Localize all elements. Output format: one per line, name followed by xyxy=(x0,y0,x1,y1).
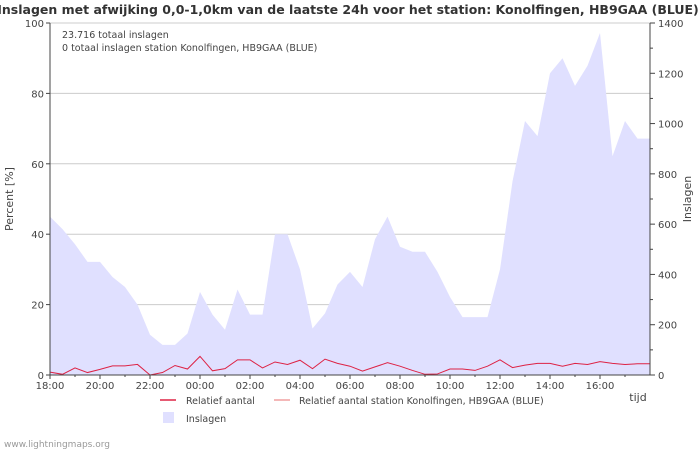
tick-label-x: 08:00 xyxy=(386,381,415,392)
tick-label-left: 40 xyxy=(31,230,44,241)
series-inslagen-area xyxy=(50,33,650,376)
tick-label-right: 1400 xyxy=(658,19,683,30)
tick-label-x: 06:00 xyxy=(336,381,365,392)
left-axis-ticks: 0 20 40 60 80 100 xyxy=(25,19,50,382)
tick-label-right: 400 xyxy=(658,270,677,281)
tick-label-x: 02:00 xyxy=(236,381,265,392)
legend-label-inslagen: Inslagen xyxy=(186,414,226,425)
tick-label-x: 04:00 xyxy=(286,381,315,392)
tick-label-left: 0 xyxy=(38,371,44,382)
right-axis-ticks: 0 200 400 600 800 1000 1200 1400 xyxy=(650,19,683,382)
tick-label-left: 100 xyxy=(25,19,44,30)
x-axis-ticks: 18:00 20:00 22:00 00:00 02:00 04:00 06:00 08:00… xyxy=(36,375,626,392)
source-credit: www.lightningmaps.org xyxy=(4,440,110,450)
y-axis-left-label: Percent [%] xyxy=(3,167,16,231)
tick-label-x: 20:00 xyxy=(86,381,115,392)
tick-label-right: 1000 xyxy=(658,120,683,131)
annotation-total: 23.716 totaal inslagen xyxy=(62,30,169,41)
tick-label-left: 20 xyxy=(31,301,44,312)
legend: Relatief aantal Relatief aantal station … xyxy=(160,396,544,425)
legend-label-relatief-station: Relatief aantal station Konolfingen, HB9… xyxy=(299,396,544,407)
chart-title: Inslagen met afwijking 0,0-1,0km van de … xyxy=(0,2,699,17)
tick-label-x: 12:00 xyxy=(486,381,515,392)
tick-label-x: 16:00 xyxy=(586,381,615,392)
tick-label-x: 18:00 xyxy=(36,381,65,392)
legend-swatch-inslagen xyxy=(163,412,174,423)
tick-label-x: 10:00 xyxy=(436,381,465,392)
tick-label-x: 00:00 xyxy=(186,381,215,392)
tick-label-right: 0 xyxy=(658,371,664,382)
annotation-station-total: 0 totaal inslagen station Konolfingen, H… xyxy=(62,43,317,54)
tick-label-right: 200 xyxy=(658,321,677,332)
tick-label-right: 600 xyxy=(658,220,677,231)
legend-label-relatief: Relatief aantal xyxy=(186,396,255,407)
inslagen-area-layer xyxy=(50,33,650,376)
tick-label-x: 14:00 xyxy=(536,381,565,392)
tick-label-right: 1200 xyxy=(658,69,683,80)
tick-label-left: 60 xyxy=(31,160,44,171)
tick-label-right: 800 xyxy=(658,170,677,181)
tick-label-x: 22:00 xyxy=(136,381,165,392)
x-axis-label: tijd xyxy=(629,391,646,404)
y-axis-right-label: Inslagen xyxy=(681,176,694,222)
tick-label-left: 80 xyxy=(31,89,44,100)
